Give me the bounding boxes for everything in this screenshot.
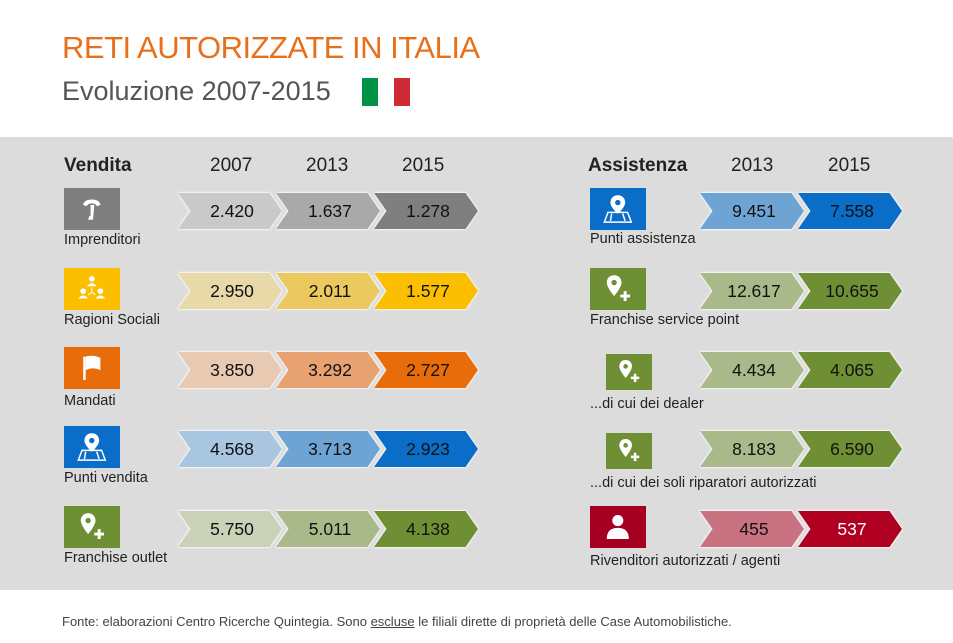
vendita-value-chevron: 2.011 <box>276 273 380 309</box>
assistenza-heading: Assistenza <box>588 155 688 176</box>
vendita-row-label: Punti vendita <box>64 470 148 486</box>
value: 4.065 <box>798 352 902 388</box>
value: 7.558 <box>798 193 902 229</box>
value: 3.713 <box>276 431 380 467</box>
value: 537 <box>798 511 902 547</box>
value: 4.138 <box>374 511 478 547</box>
telephone-handset-icon <box>64 188 120 230</box>
value: 2.923 <box>374 431 478 467</box>
vendita-value-chevron: 1.577 <box>374 273 478 309</box>
assistenza-row-label: ...di cui dei soli riparatori autorizzat… <box>590 475 817 491</box>
assistenza-value-chevron: 4.434 <box>700 352 804 388</box>
value: 4.434 <box>700 352 804 388</box>
assistenza-row-label: ...di cui dei dealer <box>590 396 704 412</box>
vendita-row-label: Mandati <box>64 393 116 409</box>
assistenza-value-chevron: 6.590 <box>798 431 902 467</box>
vendita-value-chevron: 2.923 <box>374 431 478 467</box>
vendita-value-chevron: 3.713 <box>276 431 380 467</box>
value: 3.850 <box>178 352 282 388</box>
vendita-value-chevron: 2.950 <box>178 273 282 309</box>
value: 8.183 <box>700 431 804 467</box>
vendita-year-2: 2015 <box>402 155 445 176</box>
assistenza-value-chevron: 9.451 <box>700 193 804 229</box>
vendita-value-chevron: 1.637 <box>276 193 380 229</box>
person-icon <box>590 506 646 548</box>
map-pin-icon <box>590 188 646 230</box>
assistenza-value-chevron: 537 <box>798 511 902 547</box>
value: 1.637 <box>276 193 380 229</box>
page-subtitle: Evoluzione 2007-2015 <box>62 76 331 106</box>
pin-plus-icon <box>64 506 120 548</box>
organization-people-icon <box>64 268 120 310</box>
vendita-value-chevron: 3.850 <box>178 352 282 388</box>
assistenza-year-0: 2013 <box>731 155 774 176</box>
vendita-heading: Vendita <box>64 155 132 176</box>
value: 5.750 <box>178 511 282 547</box>
underlined-word: escluse <box>370 614 415 629</box>
value: 2.420 <box>178 193 282 229</box>
map-pin-icon <box>64 426 120 468</box>
value: 9.451 <box>700 193 804 229</box>
vendita-value-chevron: 2.727 <box>374 352 478 388</box>
value: 1.278 <box>374 193 478 229</box>
assistenza-value-chevron: 4.065 <box>798 352 902 388</box>
page-title: RETI AUTORIZZATE IN ITALIA <box>62 30 480 65</box>
vendita-value-chevron: 3.292 <box>276 352 380 388</box>
value: 455 <box>700 511 804 547</box>
pin-plus-icon <box>606 354 652 390</box>
assistenza-value-chevron: 12.617 <box>700 273 804 309</box>
assistenza-value-chevron: 8.183 <box>700 431 804 467</box>
assistenza-year-1: 2015 <box>828 155 871 176</box>
vendita-year-1: 2013 <box>306 155 349 176</box>
vendita-value-chevron: 4.568 <box>178 431 282 467</box>
value: 2.011 <box>276 273 380 309</box>
assistenza-row-label: Franchise service point <box>590 312 740 328</box>
vendita-value-chevron: 1.278 <box>374 193 478 229</box>
value: 12.617 <box>700 273 804 309</box>
assistenza-row-label: Rivenditori autorizzati / agenti <box>590 553 781 569</box>
pin-plus-icon <box>590 268 646 310</box>
italian-flag <box>362 78 410 106</box>
assistenza-value-chevron: 455 <box>700 511 804 547</box>
value: 4.568 <box>178 431 282 467</box>
value: 2.950 <box>178 273 282 309</box>
assistenza-value-chevron: 10.655 <box>798 273 902 309</box>
vendita-year-0: 2007 <box>210 155 253 176</box>
value: 3.292 <box>276 352 380 388</box>
value: 5.011 <box>276 511 380 547</box>
flag-icon <box>64 347 120 389</box>
vendita-value-chevron: 4.138 <box>374 511 478 547</box>
vendita-row-label: Ragioni Sociali <box>64 312 160 328</box>
vendita-value-chevron: 2.420 <box>178 193 282 229</box>
value: 6.590 <box>798 431 902 467</box>
value: 1.577 <box>374 273 478 309</box>
source-note: Fonte: elaborazioni Centro Ricerche Quin… <box>62 614 732 629</box>
assistenza-row-label: Punti assistenza <box>590 231 696 247</box>
vendita-value-chevron: 5.750 <box>178 511 282 547</box>
assistenza-value-chevron: 7.558 <box>798 193 902 229</box>
pin-plus-icon <box>606 433 652 469</box>
value: 2.727 <box>374 352 478 388</box>
vendita-row-label: Imprenditori <box>64 232 141 248</box>
value: 10.655 <box>798 273 902 309</box>
vendita-row-label: Franchise outlet <box>64 550 168 566</box>
vendita-value-chevron: 5.011 <box>276 511 380 547</box>
